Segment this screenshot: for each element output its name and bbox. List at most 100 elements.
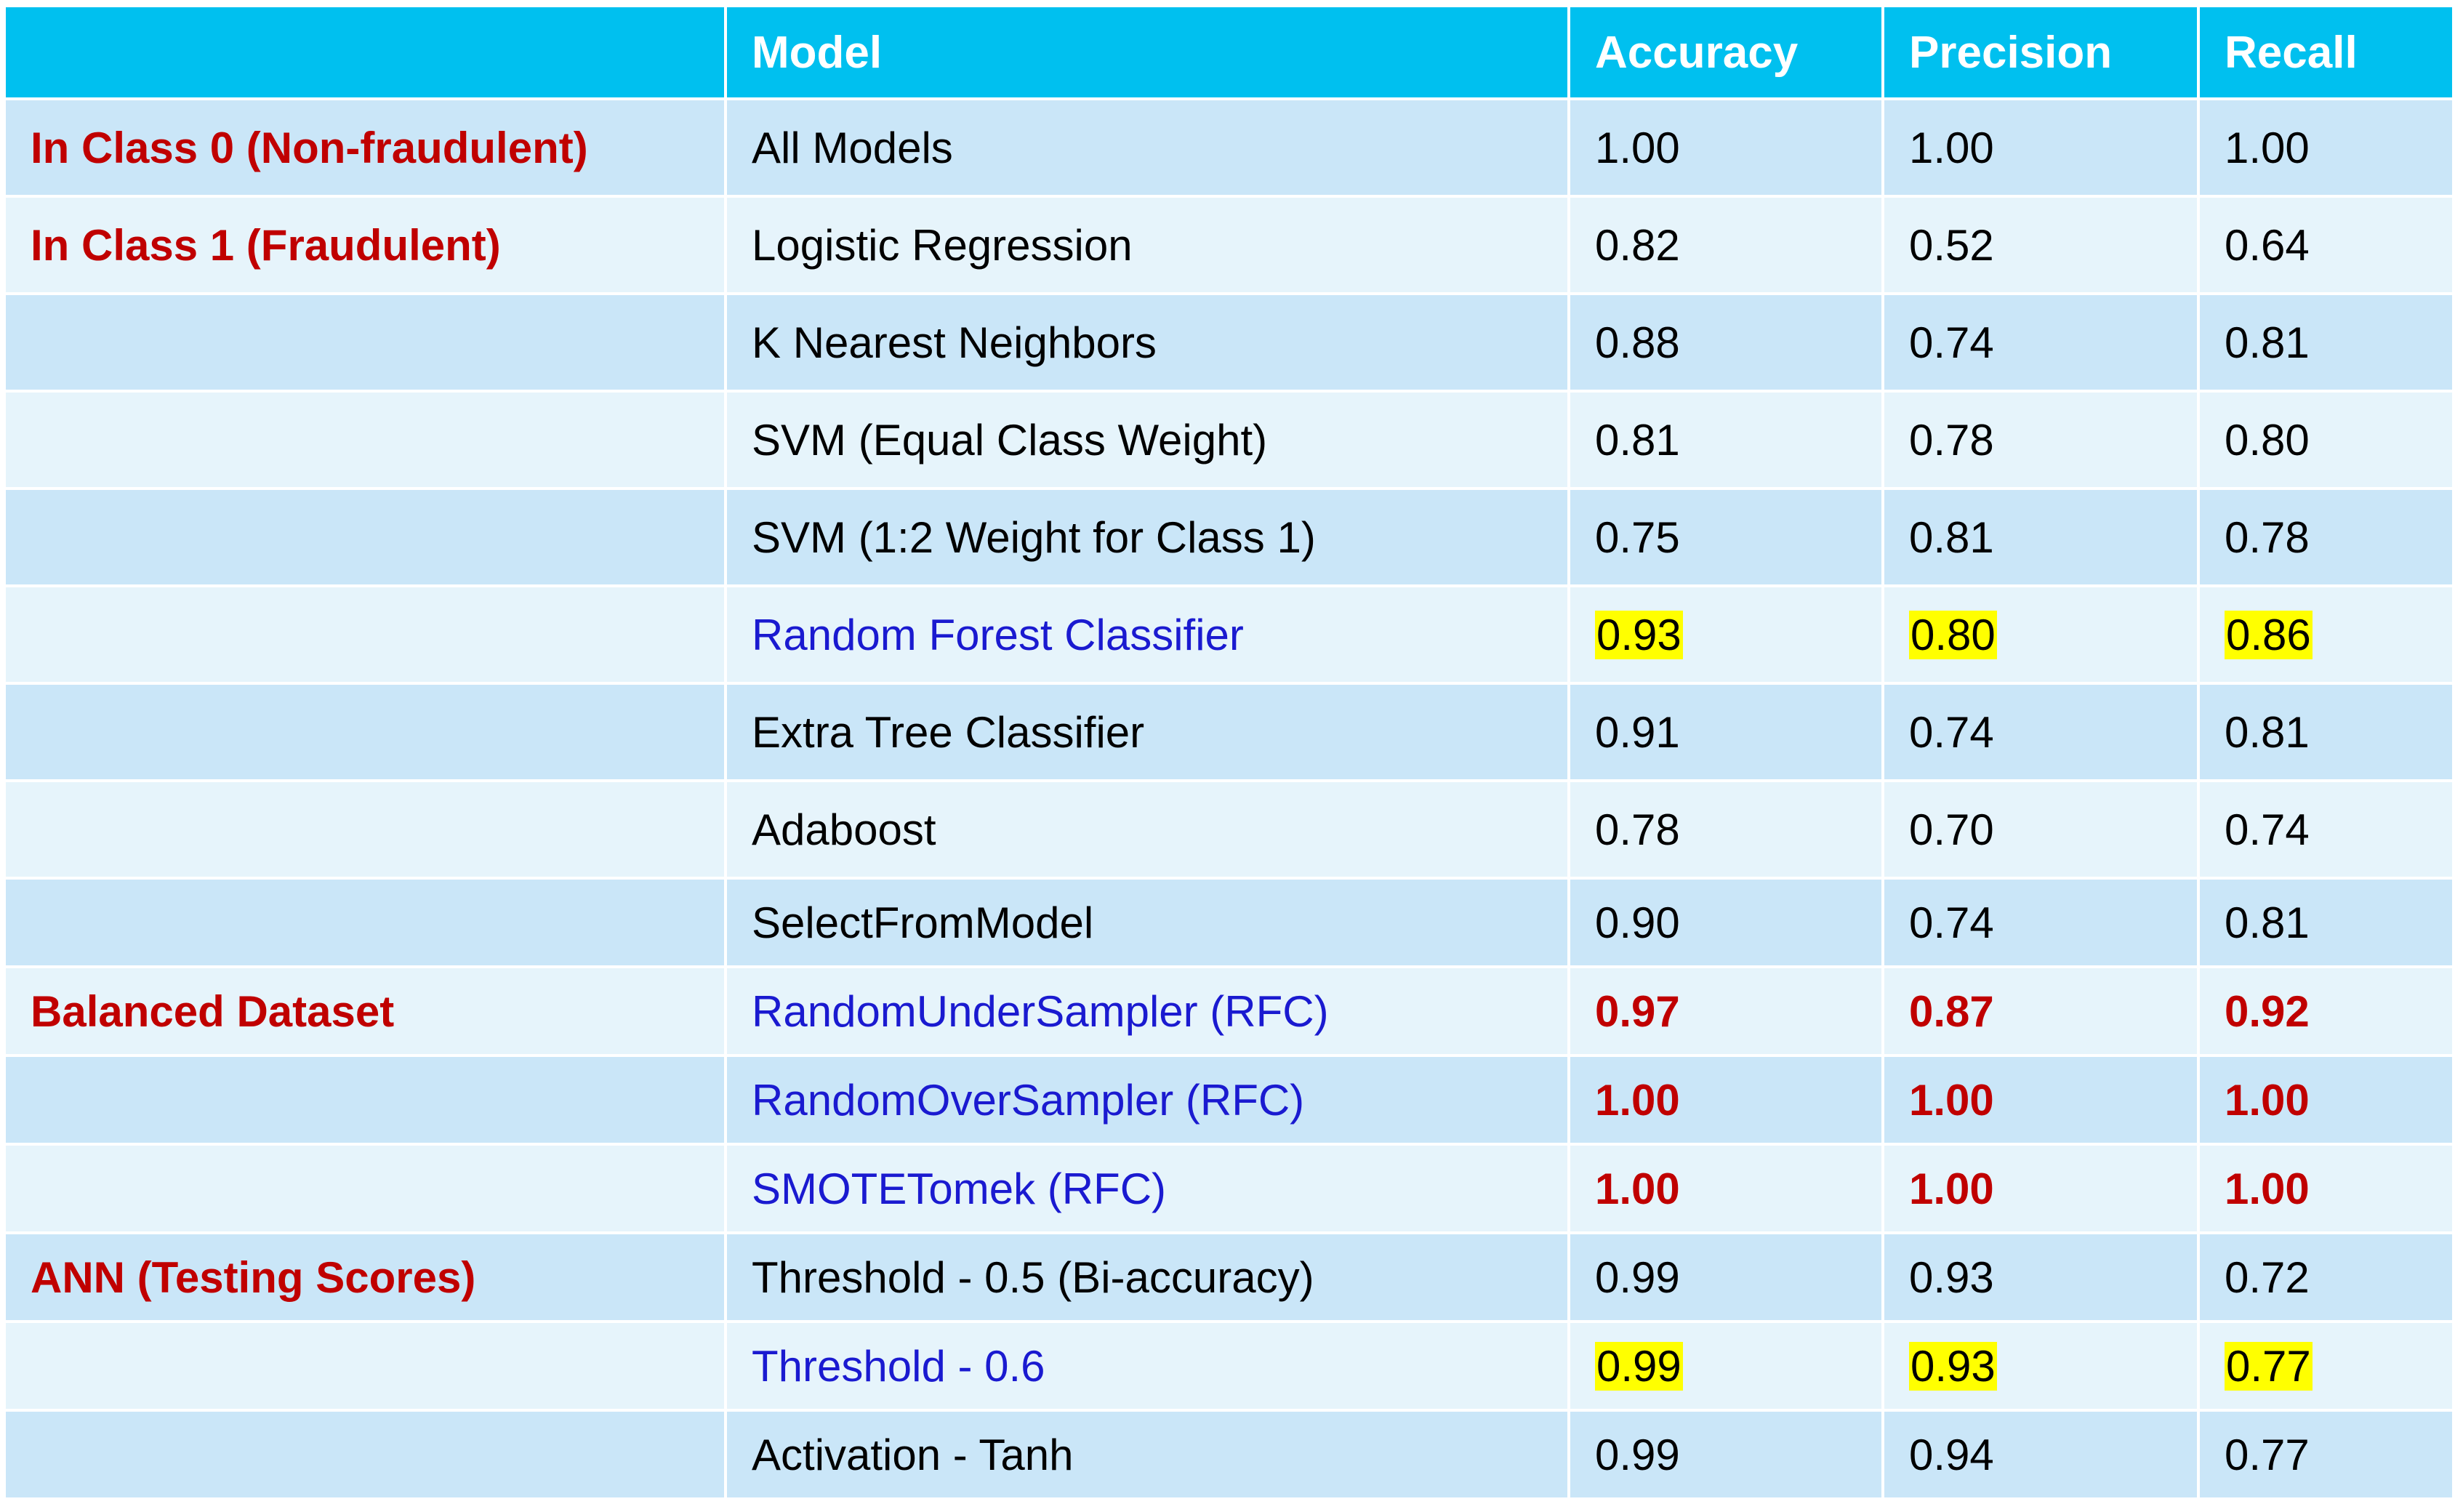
precision-cell: 1.00 xyxy=(1881,1143,2200,1234)
accuracy-cell: 0.88 xyxy=(1567,292,1884,393)
accuracy-cell: 0.91 xyxy=(1567,682,1884,782)
table-row: Random Forest Classifier 0.93 0.80 0.86 xyxy=(3,584,2455,685)
recall-value: 0.86 xyxy=(2225,610,2313,659)
table-row: In Class 0 (Non-fraudulent) All Models 1.0… xyxy=(3,97,2455,198)
table-row: RandomOverSampler (RFC) 1.00 1.00 1.00 xyxy=(3,1054,2455,1146)
accuracy-value: 0.93 xyxy=(1595,610,1683,659)
section-label xyxy=(3,682,727,782)
precision-cell: 0.93 xyxy=(1881,1231,2200,1323)
accuracy-cell: 0.75 xyxy=(1567,487,1884,587)
recall-cell: 0.81 xyxy=(2197,292,2455,393)
recall-cell: 0.64 xyxy=(2197,195,2455,295)
model-name: K Nearest Neighbors xyxy=(724,292,1570,393)
section-label xyxy=(3,1320,727,1412)
model-name: Threshold - 0.6 xyxy=(724,1320,1570,1412)
precision-cell: 0.94 xyxy=(1881,1409,2200,1500)
accuracy-cell: 0.99 xyxy=(1567,1231,1884,1323)
table-row: Adaboost 0.78 0.70 0.74 xyxy=(3,779,2455,880)
recall-value: 0.77 xyxy=(2225,1341,2313,1391)
recall-cell: 0.86 xyxy=(2197,584,2455,685)
model-name: SVM (1:2 Weight for Class 1) xyxy=(724,487,1570,587)
model-name: Random Forest Classifier xyxy=(724,584,1570,685)
recall-cell: 1.00 xyxy=(2197,1054,2455,1146)
recall-cell: 0.74 xyxy=(2197,779,2455,880)
section-label: Balanced Dataset xyxy=(3,965,727,1057)
accuracy-cell: 0.97 xyxy=(1567,965,1884,1057)
header-model: Model xyxy=(724,4,1570,100)
model-name: RandomOverSampler (RFC) xyxy=(724,1054,1570,1146)
accuracy-cell: 1.00 xyxy=(1567,1054,1884,1146)
table-row: SVM (1:2 Weight for Class 1) 0.75 0.81 0.78 xyxy=(3,487,2455,587)
recall-cell: 0.77 xyxy=(2197,1409,2455,1500)
header-row: Model Accuracy Precision Recall xyxy=(3,4,2455,100)
model-name: Activation - Tanh xyxy=(724,1409,1570,1500)
table-row: In Class 1 (Fraudulent) Logistic Regressi… xyxy=(3,195,2455,295)
results-table: Model Accuracy Precision Recall In Class… xyxy=(3,4,2455,1500)
precision-value: 0.80 xyxy=(1909,610,1997,659)
recall-cell: 0.92 xyxy=(2197,965,2455,1057)
recall-cell: 0.72 xyxy=(2197,1231,2455,1323)
accuracy-cell: 0.99 xyxy=(1567,1409,1884,1500)
section-label xyxy=(3,1409,727,1500)
accuracy-cell: 0.93 xyxy=(1567,584,1884,685)
recall-cell: 0.81 xyxy=(2197,877,2455,968)
accuracy-cell: 0.82 xyxy=(1567,195,1884,295)
accuracy-cell: 0.90 xyxy=(1567,877,1884,968)
table-row: SVM (Equal Class Weight) 0.81 0.78 0.80 xyxy=(3,390,2455,490)
model-name: SVM (Equal Class Weight) xyxy=(724,390,1570,490)
header-precision: Precision xyxy=(1881,4,2200,100)
model-name: Threshold - 0.5 (Bi-accuracy) xyxy=(724,1231,1570,1323)
precision-cell: 0.70 xyxy=(1881,779,2200,880)
recall-cell: 0.81 xyxy=(2197,682,2455,782)
table-row: K Nearest Neighbors 0.88 0.74 0.81 xyxy=(3,292,2455,393)
precision-value: 0.93 xyxy=(1909,1341,1997,1391)
precision-cell: 0.93 xyxy=(1881,1320,2200,1412)
precision-cell: 0.74 xyxy=(1881,292,2200,393)
section-label xyxy=(3,292,727,393)
model-name: Extra Tree Classifier xyxy=(724,682,1570,782)
table-row: ANN (Testing Scores) Threshold - 0.5 (Bi-… xyxy=(3,1231,2455,1323)
accuracy-cell: 0.78 xyxy=(1567,779,1884,880)
model-name: Adaboost xyxy=(724,779,1570,880)
section-label: In Class 0 (Non-fraudulent) xyxy=(3,97,727,198)
table-row: Threshold - 0.6 0.99 0.93 0.77 xyxy=(3,1320,2455,1412)
section-label xyxy=(3,1143,727,1234)
header-recall: Recall xyxy=(2197,4,2455,100)
table-row: Extra Tree Classifier 0.91 0.74 0.81 xyxy=(3,682,2455,782)
precision-cell: 0.81 xyxy=(1881,487,2200,587)
accuracy-cell: 1.00 xyxy=(1567,1143,1884,1234)
section-label xyxy=(3,487,727,587)
table-body: In Class 0 (Non-fraudulent) All Models 1.0… xyxy=(3,97,2455,1500)
section-label xyxy=(3,584,727,685)
model-name: SMOTETomek (RFC) xyxy=(724,1143,1570,1234)
precision-cell: 0.87 xyxy=(1881,965,2200,1057)
precision-cell: 1.00 xyxy=(1881,97,2200,198)
section-label xyxy=(3,779,727,880)
recall-cell: 0.77 xyxy=(2197,1320,2455,1412)
recall-cell: 0.78 xyxy=(2197,487,2455,587)
model-name: All Models xyxy=(724,97,1570,198)
section-label xyxy=(3,390,727,490)
model-name: Logistic Regression xyxy=(724,195,1570,295)
table-row: SelectFromModel 0.90 0.74 0.81 xyxy=(3,877,2455,968)
header-accuracy: Accuracy xyxy=(1567,4,1884,100)
model-name: SelectFromModel xyxy=(724,877,1570,968)
section-label xyxy=(3,1054,727,1146)
precision-cell: 0.78 xyxy=(1881,390,2200,490)
section-label: ANN (Testing Scores) xyxy=(3,1231,727,1323)
accuracy-value: 0.99 xyxy=(1595,1341,1683,1391)
model-name: RandomUnderSampler (RFC) xyxy=(724,965,1570,1057)
precision-cell: 0.74 xyxy=(1881,877,2200,968)
accuracy-cell: 1.00 xyxy=(1567,97,1884,198)
precision-cell: 0.74 xyxy=(1881,682,2200,782)
recall-cell: 1.00 xyxy=(2197,1143,2455,1234)
table-row: SMOTETomek (RFC) 1.00 1.00 1.00 xyxy=(3,1143,2455,1234)
accuracy-cell: 0.81 xyxy=(1567,390,1884,490)
header-section xyxy=(3,4,727,100)
section-label xyxy=(3,877,727,968)
section-label: In Class 1 (Fraudulent) xyxy=(3,195,727,295)
precision-cell: 0.80 xyxy=(1881,584,2200,685)
table-row: Balanced Dataset RandomUnderSampler (RFC)… xyxy=(3,965,2455,1057)
accuracy-cell: 0.99 xyxy=(1567,1320,1884,1412)
precision-cell: 0.52 xyxy=(1881,195,2200,295)
